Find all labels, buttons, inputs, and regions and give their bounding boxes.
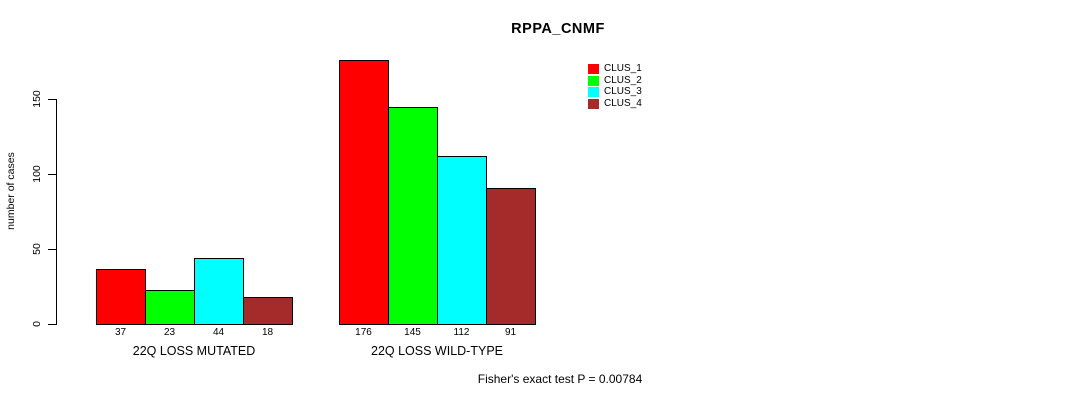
- bar-value-label: 37: [114, 327, 127, 338]
- legend-swatch: [588, 87, 599, 98]
- legend-label: CLUS_2: [604, 74, 642, 86]
- bar-clus_3-group2: [437, 156, 487, 325]
- legend-item-clus_4: CLUS_4: [588, 98, 642, 110]
- legend-item-clus_1: CLUS_1: [588, 63, 642, 75]
- y-tick-label: 100: [31, 165, 43, 183]
- bar-value-label: 176: [355, 327, 372, 338]
- y-tick: [48, 249, 56, 250]
- legend-item-clus_3: CLUS_3: [588, 86, 642, 98]
- legend-label: CLUS_3: [604, 86, 642, 98]
- legend-swatch: [588, 75, 599, 86]
- bar-value-label: 18: [261, 327, 274, 338]
- bar-clus_1-group2: [339, 60, 389, 325]
- category-label: 22Q LOSS WILD-TYPE: [371, 344, 503, 358]
- bar-clus_3-group1: [194, 258, 244, 325]
- legend-swatch: [588, 98, 599, 109]
- category-label: 22Q LOSS MUTATED: [132, 344, 256, 358]
- bar-value-label: 112: [453, 327, 470, 338]
- legend-label: CLUS_4: [604, 97, 642, 109]
- y-tick-label: 0: [31, 321, 43, 327]
- y-tick: [48, 99, 56, 100]
- bar-value-label: 91: [504, 327, 517, 338]
- bar-clus_1-group1: [96, 268, 146, 325]
- bar-clus_2-group2: [388, 106, 438, 325]
- footnote-fisher-test: Fisher's exact test P = 0.00784: [477, 372, 643, 386]
- bar-value-label: 145: [404, 327, 421, 338]
- bar-clus_4-group2: [486, 187, 536, 325]
- y-tick-label: 150: [31, 90, 43, 108]
- y-tick-label: 50: [31, 243, 43, 255]
- bar-clus_2-group1: [145, 289, 195, 325]
- legend-label: CLUS_1: [604, 62, 642, 74]
- bar-value-label: 44: [212, 327, 225, 338]
- bar-clus_4-group1: [243, 297, 293, 325]
- chart-title: RPPA_CNMF: [511, 21, 605, 37]
- legend-item-clus_2: CLUS_2: [588, 75, 642, 87]
- legend-swatch: [588, 63, 599, 74]
- y-axis-line: [56, 99, 57, 325]
- bar-value-label: 23: [163, 327, 176, 338]
- y-tick: [48, 324, 56, 325]
- y-tick: [48, 174, 56, 175]
- legend: CLUS_1 CLUS_2 CLUS_3 CLUS_4: [588, 63, 642, 110]
- y-axis-label: number of cases: [5, 152, 17, 230]
